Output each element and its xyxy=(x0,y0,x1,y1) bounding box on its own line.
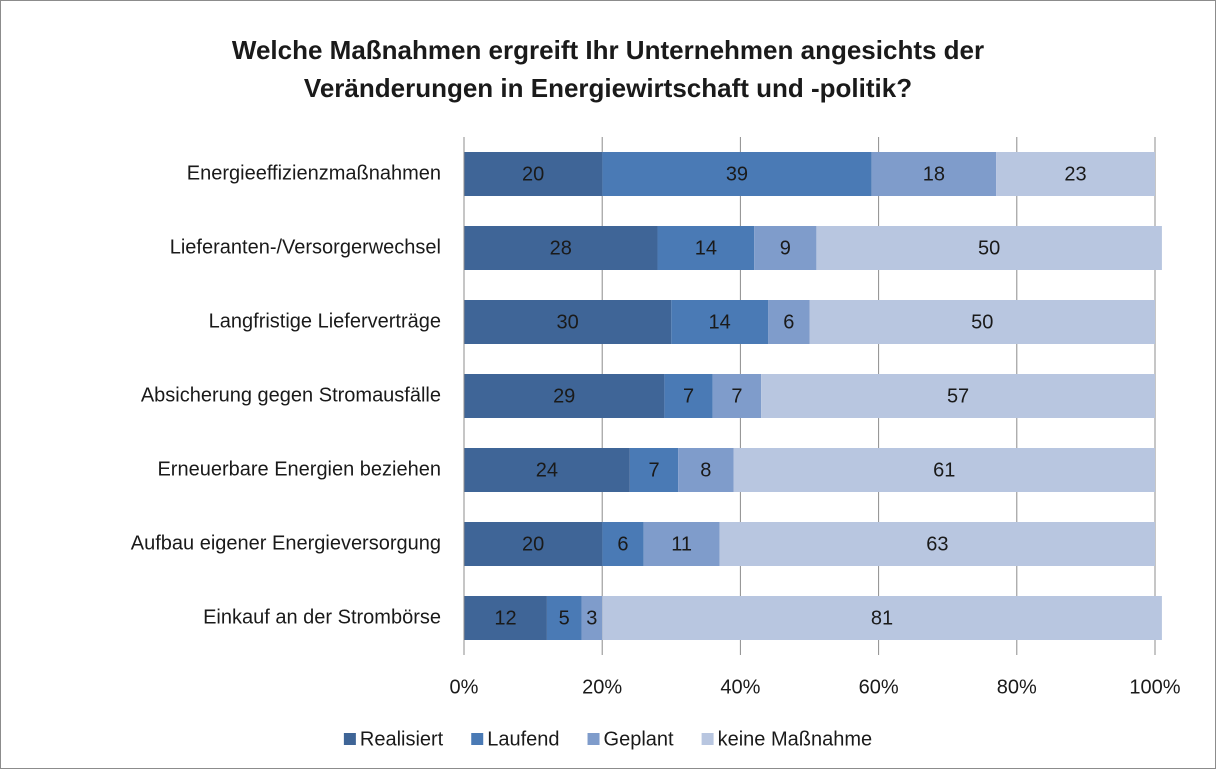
data-label: 81 xyxy=(871,607,893,629)
chart-title: Veränderungen in Energiewirtschaft und -… xyxy=(304,73,912,103)
bar-segment xyxy=(464,522,603,566)
bar-segment xyxy=(629,448,679,492)
y-tick-label: Langfristige Lieferverträge xyxy=(209,310,441,332)
y-tick-label: Erneuerbare Energien beziehen xyxy=(157,458,441,480)
bar-segment xyxy=(733,448,1155,492)
legend-swatch xyxy=(587,733,600,745)
bar-segment xyxy=(754,226,817,270)
legend-label: Laufend xyxy=(487,728,559,750)
data-label: 20 xyxy=(522,533,544,555)
data-label: 39 xyxy=(726,163,748,185)
bar-segment xyxy=(464,596,547,640)
legend-swatch xyxy=(471,733,484,745)
x-tick-label: 100% xyxy=(1129,676,1180,698)
legend-label: keine Maßnahme xyxy=(718,728,873,750)
data-label: 50 xyxy=(978,237,1000,259)
bar-segment xyxy=(464,374,665,418)
bar-segment xyxy=(643,522,720,566)
data-label: 14 xyxy=(695,237,717,259)
legend-label: Geplant xyxy=(604,728,674,750)
data-label: 50 xyxy=(971,311,993,333)
data-label: 30 xyxy=(557,311,579,333)
data-label: 3 xyxy=(586,607,597,629)
bar-segment xyxy=(464,152,603,196)
data-label: 28 xyxy=(550,237,572,259)
bar-segment xyxy=(464,448,630,492)
bar-segment xyxy=(657,226,755,270)
y-tick-label: Energieeffizienzmaßnahmen xyxy=(187,162,441,184)
bar-segment xyxy=(581,596,603,640)
data-label: 7 xyxy=(731,385,742,407)
data-label: 57 xyxy=(947,385,969,407)
y-tick-label: Aufbau eigener Energieversorgung xyxy=(131,532,441,554)
bar-segment xyxy=(464,226,658,270)
x-tick-label: 80% xyxy=(997,676,1037,698)
y-tick-label: Lieferanten-/Versorgerwechsel xyxy=(170,236,441,258)
data-label: 7 xyxy=(683,385,694,407)
bar-segment xyxy=(464,300,672,344)
y-tick-label: Einkauf an der Strombörse xyxy=(203,606,441,628)
data-label: 6 xyxy=(617,533,628,555)
data-label: 29 xyxy=(553,385,575,407)
data-label: 24 xyxy=(536,459,558,481)
data-label: 14 xyxy=(709,311,731,333)
bar-segment xyxy=(761,374,1155,418)
bar-segment xyxy=(809,300,1155,344)
data-label: 8 xyxy=(700,459,711,481)
bar-segment xyxy=(996,152,1155,196)
data-label: 9 xyxy=(780,237,791,259)
x-tick-label: 40% xyxy=(720,676,760,698)
bar-segment xyxy=(871,152,997,196)
x-tick-label: 60% xyxy=(859,676,899,698)
data-label: 23 xyxy=(1064,163,1086,185)
bar-segment xyxy=(712,374,762,418)
bar-segment xyxy=(678,448,734,492)
data-label: 7 xyxy=(648,459,659,481)
bar-segment xyxy=(664,374,713,418)
data-label: 12 xyxy=(494,607,516,629)
bar-segment xyxy=(546,596,582,640)
legend-label: Realisiert xyxy=(360,728,444,750)
bar-segment xyxy=(671,300,769,344)
data-label: 61 xyxy=(933,459,955,481)
data-label: 6 xyxy=(783,311,794,333)
data-label: 20 xyxy=(522,163,544,185)
data-label: 11 xyxy=(671,533,692,555)
bar-segment xyxy=(602,522,644,566)
bar-segment xyxy=(602,596,1162,640)
data-label: 5 xyxy=(559,607,570,629)
bar-segment xyxy=(602,152,872,196)
y-tick-label: Absicherung gegen Stromausfälle xyxy=(141,384,441,406)
x-tick-label: 0% xyxy=(450,676,479,698)
bar-segment xyxy=(719,522,1155,566)
data-label: 18 xyxy=(923,163,945,185)
data-label: 63 xyxy=(926,533,948,555)
chart-title: Welche Maßnahmen ergreift Ihr Unternehme… xyxy=(232,35,984,65)
bar-segment xyxy=(816,226,1162,270)
legend-swatch xyxy=(343,733,356,745)
x-tick-label: 20% xyxy=(582,676,622,698)
legend-swatch xyxy=(701,733,714,745)
bar-segment xyxy=(768,300,810,344)
